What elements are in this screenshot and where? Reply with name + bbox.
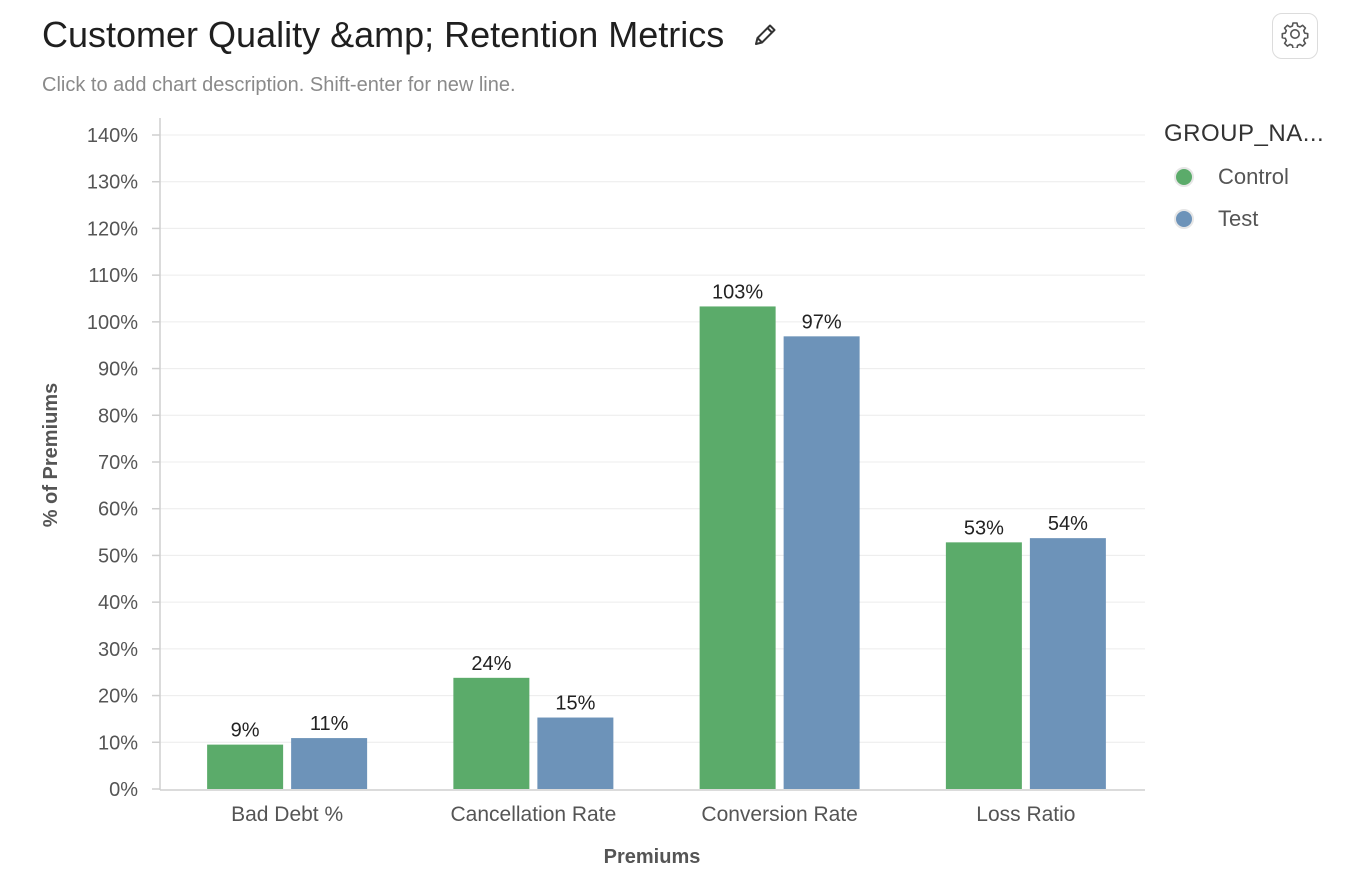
y-tick-label: 40%: [98, 592, 138, 614]
y-tick-label: 80%: [98, 405, 138, 427]
data-label: 9%: [231, 720, 260, 742]
data-labels: 9% 11% 24% 15% 103% 97% 53% 54%: [231, 281, 1088, 741]
bar-test-1[interactable]: [537, 717, 614, 789]
x-category-label: Cancellation Rate: [450, 803, 616, 826]
data-label: 97%: [802, 311, 842, 333]
y-tick-label: 130%: [87, 172, 138, 194]
y-axis-title: % of Premiums: [40, 383, 62, 527]
pencil-icon[interactable]: [750, 20, 780, 50]
x-category-label: Conversion Rate: [701, 803, 857, 826]
bar-control-1[interactable]: [453, 677, 530, 789]
data-label: 24%: [471, 653, 511, 675]
x-axis-categories: Bad Debt % Cancellation Rate Conversion Ra…: [231, 803, 1075, 826]
data-label: 54%: [1048, 513, 1088, 535]
legend-swatch-test: [1174, 209, 1194, 229]
legend-label-test: Test: [1218, 206, 1259, 231]
legend-item-test[interactable]: Test: [1174, 206, 1324, 232]
bars: [207, 306, 1106, 789]
y-tick-label: 0%: [109, 779, 138, 801]
x-category-label: Bad Debt %: [231, 803, 343, 826]
bar-test-3[interactable]: [1029, 538, 1106, 789]
x-category-label: Loss Ratio: [976, 803, 1075, 826]
settings-button[interactable]: [1272, 13, 1318, 59]
y-tick-label: 30%: [98, 639, 138, 661]
data-label: 15%: [555, 693, 595, 715]
data-label: 11%: [310, 713, 349, 735]
y-tick-label: 10%: [98, 732, 138, 754]
legend-title: GROUP_NA...: [1164, 120, 1325, 147]
y-tick-label: 20%: [98, 686, 138, 708]
x-axis-title: Premiums: [604, 846, 701, 868]
bar-test-2[interactable]: [783, 336, 860, 789]
y-axis-ticks: 0% 10% 20% 30% 40% 50% 60% 70% 80% 90% 100% 110% 120…: [87, 125, 160, 801]
data-label: 53%: [964, 517, 1004, 539]
y-tick-label: 70%: [98, 452, 138, 474]
legend-swatch-control: [1174, 167, 1194, 187]
y-tick-label: 120%: [87, 218, 138, 240]
legend: GROUP_NA... Control Test: [1164, 120, 1324, 232]
gear-icon: [1281, 20, 1309, 53]
y-tick-label: 140%: [87, 125, 138, 147]
y-tick-label: 60%: [98, 499, 138, 521]
bar-control-3[interactable]: [945, 542, 1022, 789]
bar-control-2[interactable]: [699, 306, 776, 789]
legend-label-control: Control: [1218, 164, 1289, 189]
y-tick-label: 50%: [98, 545, 138, 567]
y-tick-label: 110%: [88, 265, 138, 287]
y-tick-label: 90%: [98, 359, 138, 381]
bar-test-0[interactable]: [291, 738, 368, 789]
data-label: 103%: [712, 281, 763, 303]
legend-item-control[interactable]: Control: [1174, 164, 1324, 190]
title-row: Customer Quality &amp; Retention Metrics: [42, 14, 780, 56]
chart-description[interactable]: Click to add chart description. Shift-en…: [42, 74, 516, 96]
y-tick-label: 100%: [87, 312, 138, 334]
page-title[interactable]: Customer Quality &amp; Retention Metrics: [42, 14, 725, 55]
bar-control-0[interactable]: [207, 744, 284, 789]
